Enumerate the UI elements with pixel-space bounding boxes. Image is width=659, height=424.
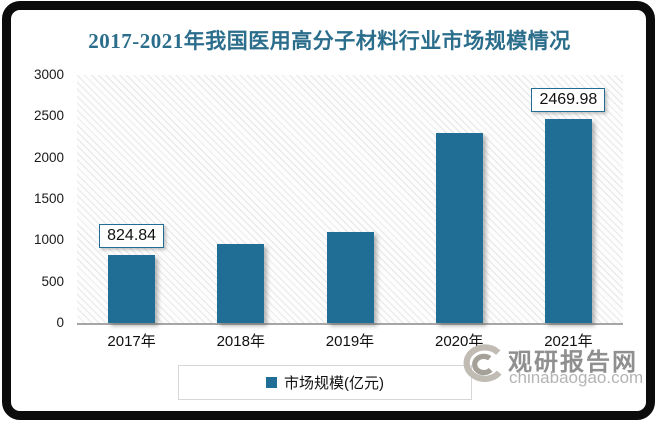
y-tick-label: 1500 — [33, 191, 64, 206]
x-axis-label: 2017年 — [107, 333, 156, 350]
legend: 市场规模(亿元) — [178, 365, 472, 400]
y-axis: 0 500 1000 1500 2000 2500 3000 — [0, 67, 64, 330]
bar-data-label-wrap: 824.84 — [77, 223, 186, 248]
bar-data-label: 2469.98 — [531, 87, 606, 112]
bar-2019年 — [326, 232, 374, 323]
bar-2020年 — [435, 132, 483, 323]
y-tick-label: 500 — [41, 273, 64, 289]
watermark-swirl-logo-icon — [460, 344, 506, 391]
legend-label: 市场规模(亿元) — [284, 375, 384, 392]
plot-area: 824.84 2469.98 — [77, 75, 623, 325]
watermark-site-url: chinabaogao.com — [509, 368, 644, 387]
x-axis-label: 2020年 — [435, 333, 484, 350]
chart-title: 2017-2021年我国医用高分子材料行业市场规模情况 — [88, 29, 571, 53]
bar-2018年 — [217, 244, 265, 323]
y-tick-label: 3000 — [33, 67, 64, 82]
x-axis-label: 2018年 — [216, 333, 265, 350]
y-tick-label: 2500 — [33, 108, 64, 124]
y-tick-label: 2000 — [33, 149, 64, 165]
legend-marker-icon — [266, 377, 277, 388]
x-axis-label: 2021年 — [544, 333, 593, 350]
y-tick-label: 1000 — [33, 232, 64, 248]
y-tick-label: 0 — [56, 315, 64, 330]
bar-data-label: 824.84 — [99, 223, 165, 248]
x-axis: 2017年 2018年 2019年 2020年 2021年 — [77, 330, 623, 350]
bar-data-label-wrap: 2469.98 — [514, 87, 623, 112]
watermark-site-name: 观研报告网 — [508, 349, 638, 376]
bar-2017年 — [108, 254, 156, 323]
watermark: 观研报告网 chinabaogao.com — [460, 342, 644, 394]
x-axis-label: 2019年 — [325, 333, 375, 350]
bar-2021年 — [544, 118, 592, 323]
